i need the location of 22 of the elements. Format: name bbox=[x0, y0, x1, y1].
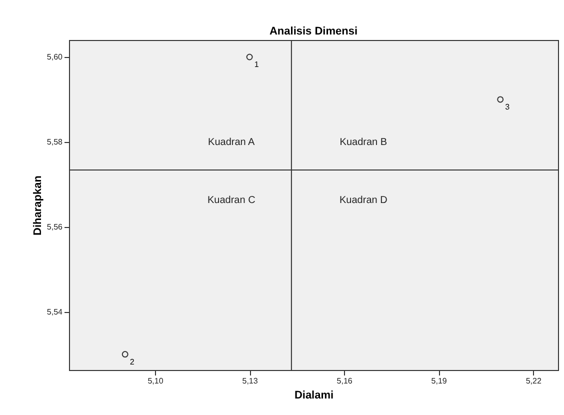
x-tick-label: 5,13 bbox=[242, 376, 258, 386]
annotation: Kuadran B bbox=[340, 136, 388, 148]
y-tick-label: 5,54 bbox=[46, 307, 64, 316]
x-tick-label: 5,19 bbox=[431, 376, 448, 386]
point bbox=[497, 96, 504, 103]
annotation: 3 bbox=[505, 102, 510, 112]
y-tick-label: 5,58 bbox=[46, 137, 64, 146]
annotation: Kuadran C bbox=[207, 194, 256, 206]
annotation: Kuadran D bbox=[340, 194, 388, 206]
x-tick-label: 5,22 bbox=[526, 376, 542, 386]
y-axis-title: Diharapkan bbox=[32, 175, 44, 236]
annotation: 1 bbox=[254, 60, 260, 69]
x-tick-label: 5,10 bbox=[148, 376, 164, 386]
x-axis-title: Dialami bbox=[294, 390, 334, 402]
y-tick-label: 5,60 bbox=[46, 52, 64, 62]
y-tick-label: 5,56 bbox=[46, 222, 64, 232]
chart-title: Analisis Dimensi bbox=[269, 26, 358, 38]
x-tick-label: 5,16 bbox=[336, 376, 353, 386]
annotation: Kuadran A bbox=[208, 136, 256, 148]
point bbox=[246, 54, 253, 60]
annotation: 2 bbox=[130, 357, 135, 366]
point bbox=[122, 351, 128, 358]
